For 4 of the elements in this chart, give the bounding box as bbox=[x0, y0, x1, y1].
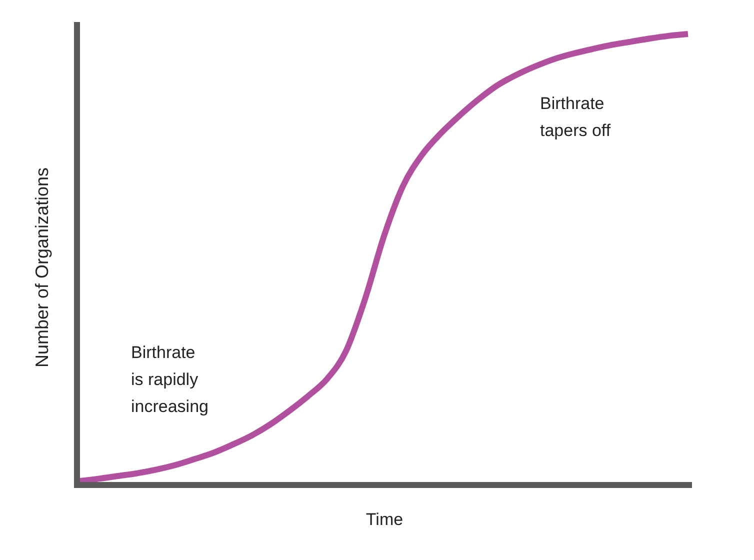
annotation: Birthrate is rapidly increasing bbox=[131, 343, 208, 416]
x-axis-title: Time bbox=[366, 510, 404, 529]
annotation: Birthrate tapers off bbox=[540, 94, 611, 140]
y-axis-title: Number of Organizations bbox=[32, 167, 52, 368]
